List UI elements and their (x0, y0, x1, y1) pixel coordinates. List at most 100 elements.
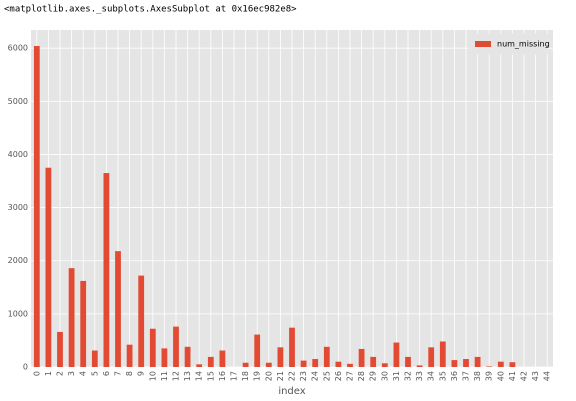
x-tick-label: 16 (218, 371, 227, 381)
bar (57, 331, 63, 367)
y-tick-label: 4000 (8, 150, 28, 159)
bar (103, 173, 110, 367)
bar (80, 280, 87, 367)
x-tick-label: 36 (450, 371, 459, 381)
y-tick-label: 2000 (8, 256, 28, 265)
x-tick-label: 43 (531, 371, 540, 381)
y-tick-label: 0 (23, 363, 28, 372)
bar (184, 346, 191, 367)
x-tick-label: 40 (496, 371, 505, 381)
bar (45, 167, 52, 367)
bar (474, 356, 481, 367)
x-tick-label: 25 (322, 371, 331, 381)
x-tick-label: 13 (183, 371, 192, 381)
bar (138, 275, 145, 367)
bar (439, 341, 446, 367)
x-tick-label: 5 (90, 371, 99, 376)
bar (173, 326, 179, 367)
bar (335, 361, 342, 367)
x-tick-label: 15 (206, 371, 215, 381)
x-tick-label: 39 (485, 371, 494, 381)
y-tick-label: 6000 (8, 44, 28, 53)
x-tick-label: 8 (125, 371, 134, 376)
bar (115, 251, 121, 367)
y-tick-label: 5000 (8, 97, 28, 106)
y-tick-label: 1000 (8, 309, 28, 318)
x-tick-label: 31 (392, 371, 401, 381)
bar (358, 348, 365, 367)
x-axis-label: index (278, 386, 305, 397)
legend-label: num_missing (497, 40, 550, 49)
bar (254, 334, 261, 367)
bar (486, 366, 493, 367)
x-tick-label: 44 (543, 371, 552, 381)
bar (277, 347, 284, 367)
bar (323, 346, 330, 367)
x-tick-label: 2 (56, 371, 65, 376)
bar (161, 348, 168, 367)
x-tick-label: 14 (195, 371, 204, 381)
bar (509, 362, 516, 367)
x-tick-label: 28 (357, 371, 366, 381)
legend-swatch (475, 41, 491, 47)
x-tick-label: 19 (253, 371, 262, 381)
x-tick-label: 24 (311, 371, 320, 381)
x-tick-label: 34 (427, 371, 436, 381)
bar (289, 327, 295, 367)
bar (497, 361, 504, 367)
bar (196, 364, 203, 367)
x-tick-label: 12 (172, 371, 181, 381)
x-tick-label: 27 (346, 371, 355, 381)
x-tick-label: 18 (241, 371, 250, 381)
bar (207, 356, 214, 367)
bar (265, 362, 272, 367)
bar (149, 328, 156, 367)
x-tick-label: 21 (276, 371, 285, 381)
x-tick-label: 37 (462, 371, 471, 381)
x-tick-label: 33 (415, 371, 424, 381)
legend-box (468, 33, 548, 55)
x-tick-label: 4 (79, 371, 88, 376)
bar (242, 362, 249, 367)
x-tick-label: 30 (380, 371, 389, 381)
bar (347, 363, 353, 367)
x-tick-label: 9 (137, 371, 146, 376)
x-tick-label: 42 (520, 371, 529, 381)
x-tick-label: 23 (299, 371, 308, 381)
x-tick-label: 10 (148, 371, 157, 381)
bar (463, 359, 469, 367)
bar (428, 347, 435, 367)
bar (416, 365, 423, 367)
x-tick-label: 7 (114, 371, 123, 376)
x-tick-label: 3 (67, 371, 76, 376)
bar (370, 356, 377, 367)
bar (405, 356, 411, 367)
x-tick-label: 1 (44, 371, 53, 376)
bar (33, 46, 40, 368)
bar (381, 363, 388, 367)
x-tick-label: 38 (473, 371, 482, 381)
bar (68, 268, 75, 367)
bar (91, 350, 98, 367)
bar (451, 360, 458, 367)
bar (126, 344, 133, 367)
bar (312, 359, 319, 367)
x-tick-label: 29 (369, 371, 378, 381)
y-tick-label: 3000 (8, 203, 28, 212)
output-text: <matplotlib.axes._subplots.AxesSubplot a… (4, 5, 297, 15)
x-tick-label: 11 (160, 371, 169, 381)
bar (219, 350, 226, 367)
x-tick-label: 6 (102, 371, 111, 376)
x-tick-label: 26 (334, 371, 343, 381)
x-tick-label: 35 (438, 371, 447, 381)
x-tick-label: 17 (230, 371, 239, 381)
bar (393, 342, 400, 367)
x-tick-label: 32 (404, 371, 413, 381)
x-tick-label: 20 (264, 371, 273, 381)
x-tick-label: 41 (508, 371, 517, 381)
x-tick-label: 22 (288, 371, 297, 381)
bar (300, 360, 307, 367)
x-tick-label: 0 (32, 371, 41, 376)
